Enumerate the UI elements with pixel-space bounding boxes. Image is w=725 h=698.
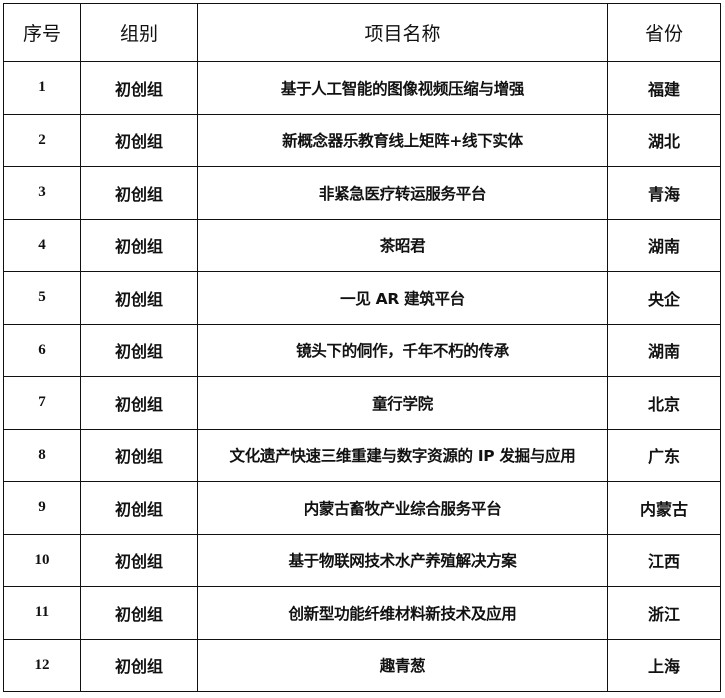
province-cell: 青海 (607, 166, 721, 220)
row-number: 2 (3, 113, 81, 167)
project-name-cell: 文化遗产快速三维重建与数字资源的 IP 发掘与应用 (197, 428, 608, 482)
row-number: 9 (3, 481, 81, 535)
project-name-cell: 趣青葱 (197, 638, 608, 692)
group-cell: 初创组 (80, 166, 198, 220)
province-cell: 湖北 (607, 113, 721, 167)
group-cell: 初创组 (80, 323, 198, 377)
header-project: 项目名称 (197, 3, 608, 62)
row-number: 1 (3, 61, 81, 115)
header-group: 组别 (80, 3, 198, 62)
project-name-cell: 内蒙古畜牧产业综合服务平台 (197, 481, 608, 535)
table-row: 3 初创组 非紧急医疗转运服务平台 青海 (3, 166, 721, 220)
province-cell: 福建 (607, 61, 721, 115)
project-name-cell: 非紧急医疗转运服务平台 (197, 166, 608, 220)
project-name-cell: 茶昭君 (197, 218, 608, 272)
province-cell: 江西 (607, 533, 721, 587)
table-row: 11 初创组 创新型功能纤维材料新技术及应用 浙江 (3, 586, 721, 640)
header-no: 序号 (3, 3, 81, 62)
province-cell: 湖南 (607, 218, 721, 272)
group-cell: 初创组 (80, 218, 198, 272)
project-name-cell: 新概念器乐教育线上矩阵+线下实体 (197, 113, 608, 167)
project-name-cell: 镜头下的侗作，千年不朽的传承 (197, 323, 608, 377)
project-name-cell: 一见 AR 建筑平台 (197, 271, 608, 325)
table-row: 9 初创组 内蒙古畜牧产业综合服务平台 内蒙古 (3, 481, 721, 535)
header-province: 省份 (607, 3, 721, 62)
group-cell: 初创组 (80, 61, 198, 115)
group-cell: 初创组 (80, 533, 198, 587)
project-name-cell: 基于物联网技术水产养殖解决方案 (197, 533, 608, 587)
project-name-cell: 创新型功能纤维材料新技术及应用 (197, 586, 608, 640)
province-cell: 上海 (607, 638, 721, 692)
table-row: 10 初创组 基于物联网技术水产养殖解决方案 江西 (3, 533, 721, 587)
project-table: 序号 组别 项目名称 省份 1 初创组 基于人工智能的图像视频压缩与增强 福建 2 初创组… (3, 3, 721, 692)
province-cell: 央企 (607, 271, 721, 325)
group-cell: 初创组 (80, 481, 198, 535)
table-row: 2 初创组 新概念器乐教育线上矩阵+线下实体 湖北 (3, 113, 721, 167)
group-cell: 初创组 (80, 113, 198, 167)
group-cell: 初创组 (80, 376, 198, 430)
province-cell: 北京 (607, 376, 721, 430)
row-number: 8 (3, 428, 81, 482)
table-row: 5 初创组 一见 AR 建筑平台 央企 (3, 271, 721, 325)
row-number: 3 (3, 166, 81, 220)
group-cell: 初创组 (80, 428, 198, 482)
table-row: 6 初创组 镜头下的侗作，千年不朽的传承 湖南 (3, 323, 721, 377)
row-number: 5 (3, 271, 81, 325)
table-row: 8 初创组 文化遗产快速三维重建与数字资源的 IP 发掘与应用 广东 (3, 428, 721, 482)
province-cell: 内蒙古 (607, 481, 721, 535)
table-row: 1 初创组 基于人工智能的图像视频压缩与增强 福建 (3, 61, 721, 115)
province-cell: 广东 (607, 428, 721, 482)
group-cell: 初创组 (80, 586, 198, 640)
table-row: 7 初创组 童行学院 北京 (3, 376, 721, 430)
row-number: 11 (3, 586, 81, 640)
row-number: 4 (3, 218, 81, 272)
project-name-cell: 基于人工智能的图像视频压缩与增强 (197, 61, 608, 115)
group-cell: 初创组 (80, 638, 198, 692)
row-number: 6 (3, 323, 81, 377)
table-row: 4 初创组 茶昭君 湖南 (3, 218, 721, 272)
header-row: 序号 组别 项目名称 省份 (3, 3, 721, 62)
row-number: 10 (3, 533, 81, 587)
row-number: 12 (3, 638, 81, 692)
table-row: 12 初创组 趣青葱 上海 (3, 638, 721, 692)
row-number: 7 (3, 376, 81, 430)
group-cell: 初创组 (80, 271, 198, 325)
province-cell: 湖南 (607, 323, 721, 377)
province-cell: 浙江 (607, 586, 721, 640)
project-name-cell: 童行学院 (197, 376, 608, 430)
